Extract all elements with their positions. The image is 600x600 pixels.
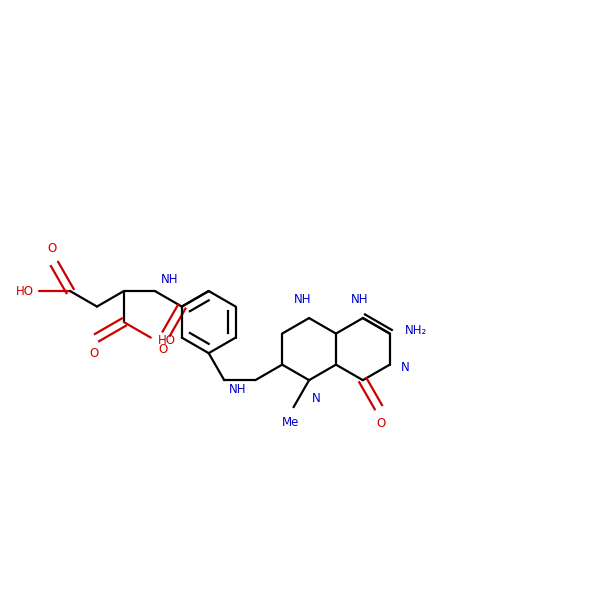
Text: NH: NH — [161, 273, 178, 286]
Text: NH: NH — [229, 383, 247, 396]
Text: O: O — [89, 347, 98, 360]
Text: NH: NH — [295, 293, 312, 306]
Text: HO: HO — [158, 334, 176, 347]
Text: N: N — [401, 361, 409, 374]
Text: O: O — [377, 417, 386, 430]
Text: N: N — [312, 392, 321, 405]
Text: NH: NH — [351, 293, 368, 306]
Text: HO: HO — [16, 284, 34, 298]
Text: O: O — [47, 242, 56, 255]
Text: Me: Me — [282, 416, 299, 429]
Text: NH₂: NH₂ — [404, 324, 427, 337]
Text: O: O — [158, 343, 168, 356]
